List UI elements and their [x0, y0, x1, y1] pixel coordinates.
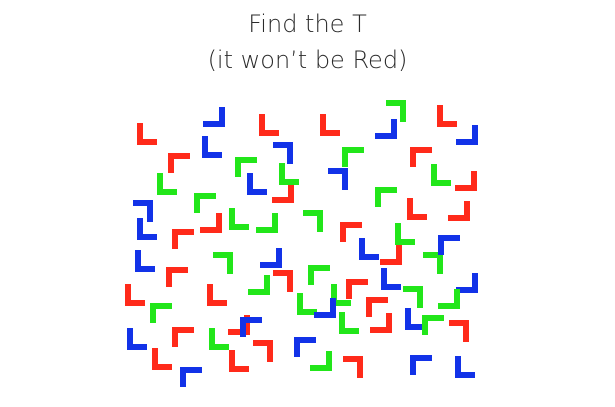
l-glyph-red[interactable] — [172, 327, 194, 347]
l-glyph-blue[interactable] — [410, 355, 432, 375]
l-glyph-green[interactable] — [395, 223, 415, 245]
l-glyph-green[interactable] — [256, 213, 278, 233]
l-glyph-red[interactable] — [207, 284, 227, 306]
l-glyph-green[interactable] — [157, 173, 177, 195]
l-glyph-green[interactable] — [248, 275, 270, 295]
l-glyph-green[interactable] — [422, 315, 444, 335]
l-glyph-red[interactable] — [340, 222, 362, 242]
l-glyph-red[interactable] — [229, 350, 249, 372]
l-glyph-blue[interactable] — [127, 328, 147, 350]
l-glyph-green[interactable] — [438, 289, 460, 309]
l-glyph-red[interactable] — [380, 245, 402, 265]
l-glyph-red[interactable] — [272, 183, 294, 203]
l-glyph-blue[interactable] — [405, 308, 425, 330]
l-glyph-red[interactable] — [448, 201, 470, 221]
l-glyph-red[interactable] — [166, 267, 188, 287]
l-glyph-blue[interactable] — [438, 235, 460, 255]
l-glyph-red[interactable] — [259, 114, 279, 136]
l-glyph-red[interactable] — [343, 356, 363, 378]
l-glyph-blue[interactable] — [260, 248, 282, 268]
l-glyph-red[interactable] — [273, 270, 293, 292]
l-glyph-green[interactable] — [423, 252, 443, 274]
l-glyph-green[interactable] — [331, 284, 351, 306]
l-glyph-blue[interactable] — [202, 136, 222, 158]
l-glyph-green[interactable] — [303, 210, 323, 232]
l-glyph-blue[interactable] — [240, 317, 262, 337]
l-glyph-red[interactable] — [410, 147, 432, 167]
l-glyph-red[interactable] — [407, 198, 427, 220]
l-glyph-blue[interactable] — [135, 250, 155, 272]
l-glyph-blue[interactable] — [328, 168, 348, 190]
l-glyph-green[interactable] — [308, 265, 330, 285]
l-glyph-green[interactable] — [297, 293, 317, 315]
l-glyph-red[interactable] — [437, 105, 457, 127]
l-glyph-green[interactable] — [342, 147, 364, 167]
l-glyph-green[interactable] — [150, 303, 172, 323]
l-glyph-red[interactable] — [125, 284, 145, 306]
l-glyph-red[interactable] — [168, 153, 190, 173]
l-glyph-green[interactable] — [386, 100, 406, 122]
l-glyph-red[interactable] — [200, 213, 222, 233]
l-glyph-red[interactable] — [253, 340, 273, 362]
l-glyph-green[interactable] — [229, 208, 249, 230]
l-glyph-red[interactable] — [320, 114, 340, 136]
l-glyph-green[interactable] — [279, 163, 299, 185]
l-glyph-green[interactable] — [431, 164, 451, 186]
l-glyph-red[interactable] — [152, 348, 172, 370]
puzzle-subtitle: (it won’t be Red) — [207, 46, 408, 74]
l-glyph-blue[interactable] — [456, 125, 478, 145]
l-glyph-red[interactable] — [455, 171, 477, 191]
l-glyph-blue[interactable] — [133, 200, 153, 222]
l-glyph-green[interactable] — [375, 187, 397, 207]
l-glyph-blue[interactable] — [294, 337, 316, 357]
l-glyph-green[interactable] — [213, 252, 233, 274]
l-glyph-green[interactable] — [339, 312, 359, 334]
l-glyph-blue[interactable] — [137, 218, 157, 240]
l-glyph-blue[interactable] — [455, 356, 475, 378]
l-glyph-red[interactable] — [172, 229, 194, 249]
l-glyph-red[interactable] — [370, 313, 392, 333]
l-glyph-green[interactable] — [403, 286, 423, 308]
l-glyph-green[interactable] — [310, 351, 332, 371]
puzzle-title: Find the T — [248, 10, 367, 38]
l-glyph-red[interactable] — [366, 297, 388, 317]
l-glyph-blue[interactable] — [180, 367, 202, 387]
l-glyph-blue[interactable] — [456, 273, 478, 293]
l-glyph-red[interactable] — [449, 320, 469, 342]
l-glyph-blue[interactable] — [273, 142, 293, 164]
l-glyph-green[interactable] — [194, 193, 216, 213]
l-glyph-blue[interactable] — [359, 238, 379, 260]
l-glyph-blue[interactable] — [381, 268, 401, 290]
l-glyph-blue[interactable] — [203, 107, 225, 127]
l-glyph-blue[interactable] — [375, 119, 397, 139]
l-glyph-green[interactable] — [209, 328, 229, 350]
l-glyph-red[interactable] — [346, 279, 368, 299]
l-glyph-blue[interactable] — [247, 173, 267, 195]
l-glyph-green[interactable] — [235, 157, 257, 177]
l-glyph-red[interactable] — [137, 123, 157, 145]
l-glyph-blue[interactable] — [314, 298, 336, 318]
